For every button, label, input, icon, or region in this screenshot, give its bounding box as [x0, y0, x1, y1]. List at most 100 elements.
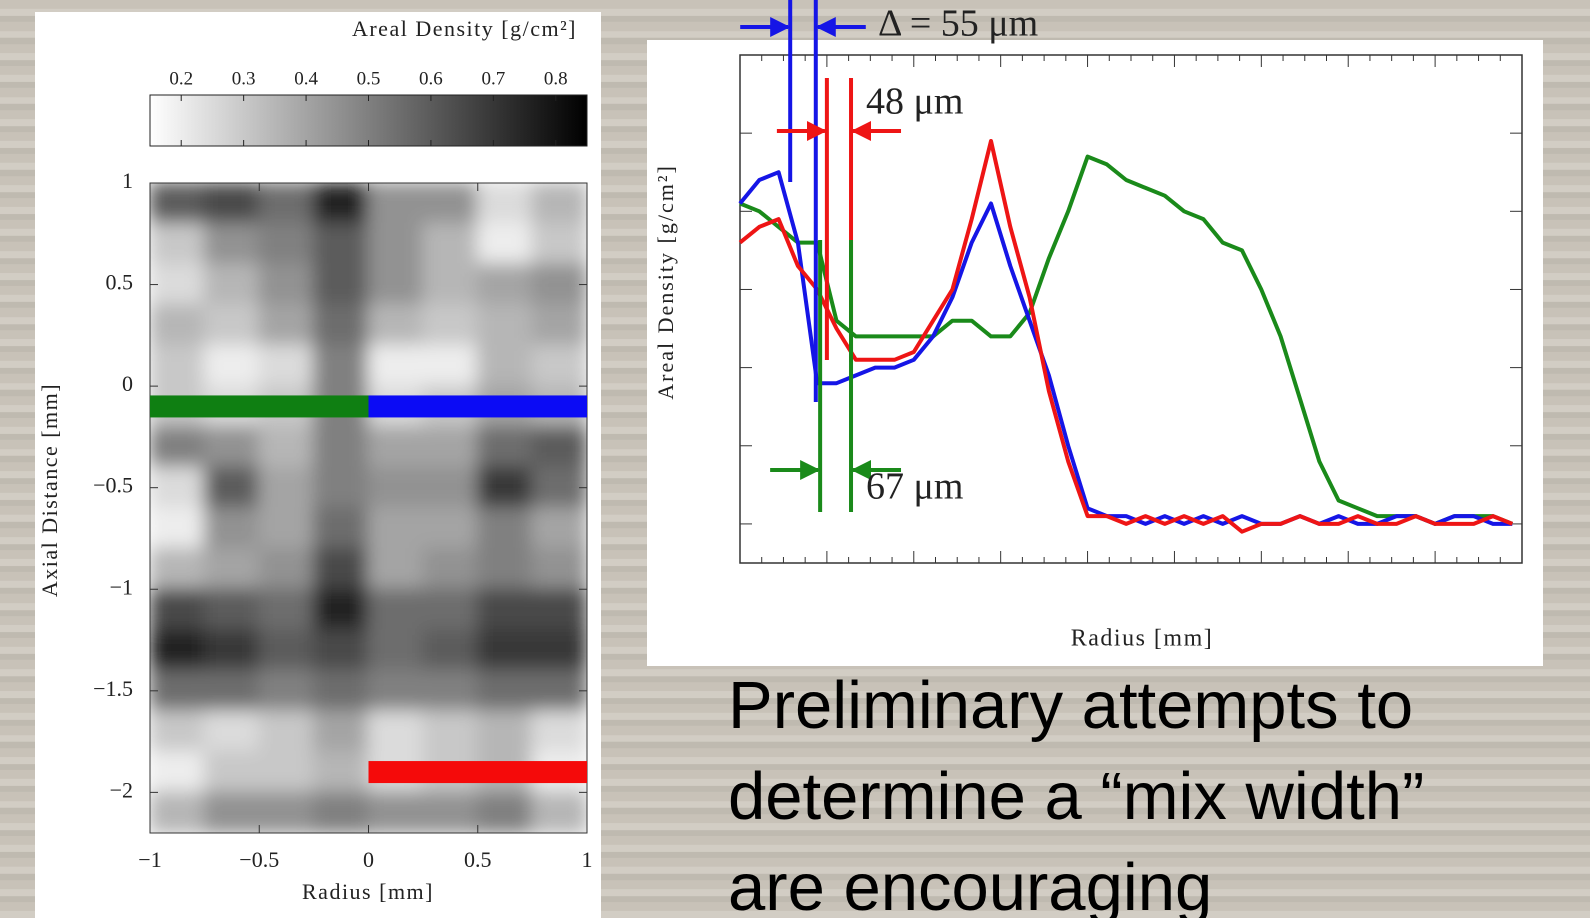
y-tick-label: −1.5 — [93, 676, 133, 701]
cell — [476, 791, 534, 833]
cell — [312, 183, 370, 225]
cell — [258, 425, 315, 469]
x-tick-label: −0.5 — [239, 847, 279, 872]
cell — [258, 710, 315, 753]
cell — [203, 263, 261, 306]
cell — [258, 750, 315, 794]
cell — [422, 507, 479, 550]
series-line — [738, 139, 1514, 534]
cell — [312, 669, 370, 713]
cell — [531, 507, 587, 550]
annotation: Δ = 55 μm — [878, 3, 1038, 45]
cell — [422, 222, 479, 266]
cell — [203, 669, 261, 713]
cell — [150, 466, 206, 509]
y-tick-label: 1 — [122, 168, 133, 193]
colorbar-tick-label: 0.5 — [357, 68, 381, 89]
annotation: 48 μm — [866, 81, 963, 123]
cell — [258, 588, 315, 631]
cell — [312, 466, 370, 509]
cell — [312, 791, 370, 833]
cell — [150, 263, 206, 306]
cell — [531, 263, 587, 306]
y-tick-label: 0.5 — [106, 270, 134, 295]
cell — [422, 588, 479, 631]
image-cells — [150, 183, 587, 833]
cell — [258, 263, 315, 306]
cell — [531, 466, 587, 509]
y-axis-label: Axial Distance [mm] — [37, 383, 62, 597]
cell — [203, 628, 261, 672]
cell — [367, 628, 425, 672]
cell — [367, 791, 425, 833]
cell — [476, 466, 534, 509]
cell — [150, 669, 206, 713]
cell — [203, 466, 261, 509]
cell — [150, 588, 206, 631]
cell — [476, 303, 534, 347]
cell — [312, 628, 370, 672]
colorbar-tick-label: 0.7 — [481, 68, 505, 89]
cell — [367, 669, 425, 713]
cell — [422, 669, 479, 713]
x-tick-label: 1 — [582, 847, 593, 872]
cell — [258, 547, 315, 591]
right-panel — [647, 40, 1543, 666]
cell — [150, 425, 206, 469]
cell — [367, 588, 425, 631]
cell — [367, 425, 425, 469]
y-tick-label: −1 — [110, 574, 133, 599]
cell — [422, 791, 479, 833]
series-line — [739, 154, 1514, 526]
cell — [258, 344, 315, 388]
cell — [367, 344, 425, 388]
cell — [312, 710, 370, 753]
cell — [476, 669, 534, 713]
colorbar-tick-label: 0.3 — [232, 68, 256, 89]
cell — [203, 750, 261, 794]
cell — [476, 344, 534, 388]
cell — [367, 547, 425, 591]
cell — [422, 466, 479, 509]
cell — [367, 710, 425, 753]
cell — [476, 183, 534, 225]
cell — [150, 547, 206, 591]
cell — [422, 344, 479, 388]
cell — [367, 263, 425, 306]
lineout — [150, 395, 369, 418]
cell — [203, 710, 261, 753]
cell — [422, 263, 479, 306]
cell — [531, 547, 587, 591]
colorbar-tick-label: 0.4 — [294, 68, 318, 89]
x-axis-label: Radius [mm] — [1071, 626, 1214, 652]
cell — [531, 791, 587, 833]
image — [150, 183, 587, 833]
cell — [258, 466, 315, 509]
cell — [531, 425, 587, 469]
cell — [476, 628, 534, 672]
cell — [531, 222, 587, 266]
cell — [422, 710, 479, 753]
cell — [367, 303, 425, 347]
cell — [312, 263, 370, 306]
cell — [312, 222, 370, 266]
cell — [476, 222, 534, 266]
cell — [367, 507, 425, 550]
colorbar-tick-label: 0.8 — [544, 68, 568, 89]
cell — [150, 303, 206, 347]
y-axis-label: Areal Density [g/cm²] — [653, 164, 678, 400]
y-tick-label: −0.5 — [93, 473, 133, 498]
cell — [150, 710, 206, 753]
cell — [422, 183, 479, 225]
cell — [531, 183, 587, 225]
cell — [312, 344, 370, 388]
cell — [258, 183, 315, 225]
cell — [312, 303, 370, 347]
cell — [203, 507, 261, 550]
cell — [422, 628, 479, 672]
cell — [203, 222, 261, 266]
cell — [203, 588, 261, 631]
cell — [422, 425, 479, 469]
cell — [476, 547, 534, 591]
cell — [476, 425, 534, 469]
